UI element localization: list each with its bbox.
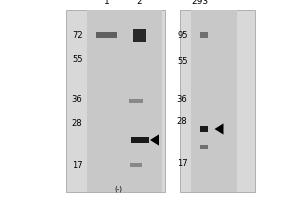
Bar [190,10,237,192]
Bar [200,126,208,132]
Text: 55: 55 [177,56,188,66]
Polygon shape [150,134,159,146]
Bar [200,32,208,38]
Text: (-): (-) [115,186,122,192]
Text: 17: 17 [177,158,188,168]
Bar [66,10,165,192]
Bar [200,145,208,149]
Bar [133,28,146,42]
Text: 1: 1 [103,0,109,6]
Polygon shape [214,123,224,135]
Bar [130,163,142,167]
Bar [130,137,148,143]
Text: 293: 293 [191,0,208,6]
Text: 17: 17 [72,160,83,170]
Text: 36: 36 [72,96,83,104]
Text: 95: 95 [177,30,188,40]
Text: 55: 55 [72,55,83,64]
Bar [129,99,143,103]
Text: 2: 2 [137,0,142,6]
Text: 28: 28 [177,116,188,126]
Bar [87,10,162,192]
Text: 72: 72 [72,30,83,40]
Bar [180,10,255,192]
Text: 36: 36 [177,95,188,104]
Text: 28: 28 [72,118,83,128]
Bar [96,32,117,38]
